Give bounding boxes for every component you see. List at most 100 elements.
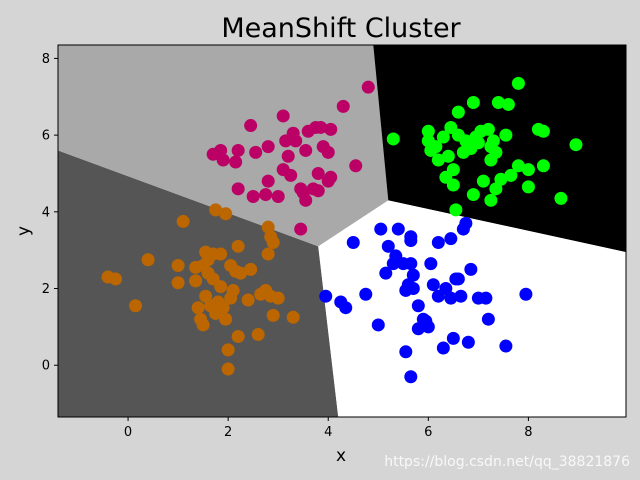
data-point-series-4 <box>391 222 405 236</box>
data-point-series-1 <box>219 207 233 221</box>
data-point-series-3 <box>449 203 463 217</box>
data-point-series-2 <box>314 120 328 134</box>
data-point-series-3 <box>429 140 443 154</box>
data-point-series-4 <box>404 234 418 248</box>
data-point-series-2 <box>216 153 230 167</box>
data-point-series-1 <box>141 253 155 267</box>
data-point-series-4 <box>461 335 475 349</box>
data-point-series-4 <box>381 239 395 253</box>
data-point-series-4 <box>481 312 495 326</box>
data-point-series-3 <box>504 168 518 182</box>
data-point-series-2 <box>261 140 275 154</box>
data-point-series-1 <box>109 272 123 286</box>
y-axis: 0 2 4 6 8 <box>42 52 58 374</box>
data-point-series-2 <box>299 143 313 157</box>
data-point-series-4 <box>424 257 438 271</box>
data-point-series-4 <box>379 266 393 280</box>
data-point-series-3 <box>491 96 505 110</box>
watermark: https://blog.csdn.net/qq_38821876 <box>384 454 630 470</box>
data-point-series-3 <box>446 163 460 177</box>
data-point-series-3 <box>499 128 513 142</box>
data-point-series-2 <box>231 182 245 196</box>
data-point-series-1 <box>171 259 185 273</box>
data-point-series-4 <box>426 278 440 292</box>
data-point-series-3 <box>436 130 450 144</box>
data-point-series-1 <box>191 301 205 315</box>
data-point-series-4 <box>339 301 353 315</box>
data-point-series-4 <box>431 236 445 250</box>
data-point-series-1 <box>189 274 203 288</box>
x-axis-label: x <box>336 446 346 466</box>
data-point-series-1 <box>199 289 213 303</box>
data-point-series-3 <box>501 97 515 111</box>
data-point-series-4 <box>444 291 458 305</box>
y-tick-label: 8 <box>42 52 50 67</box>
data-point-series-2 <box>311 184 325 198</box>
plot-frame <box>57 44 627 418</box>
data-point-series-2 <box>324 122 338 136</box>
data-point-series-1 <box>171 276 185 290</box>
data-point-series-3 <box>511 159 525 173</box>
data-point-series-4 <box>404 370 418 384</box>
data-point-series-3 <box>441 149 455 163</box>
data-point-series-4 <box>404 257 418 271</box>
data-point-series-2 <box>229 155 243 169</box>
y-tick-label: 6 <box>42 129 50 144</box>
data-point-series-4 <box>359 287 373 301</box>
x-tick-label: 6 <box>424 425 432 440</box>
data-point-series-3 <box>521 163 535 177</box>
data-point-series-1 <box>266 236 280 250</box>
data-point-series-3 <box>481 122 495 136</box>
data-point-series-3 <box>494 172 508 186</box>
data-point-series-4 <box>459 216 473 230</box>
data-point-series-2 <box>261 174 275 188</box>
data-point-series-4 <box>439 282 453 296</box>
data-point-series-4 <box>464 262 478 276</box>
data-point-series-3 <box>554 191 568 205</box>
data-point-series-2 <box>299 193 313 207</box>
y-tick-label: 4 <box>42 205 50 220</box>
data-points <box>101 76 583 384</box>
data-point-series-3 <box>386 132 400 146</box>
data-point-series-1 <box>244 262 258 276</box>
data-point-series-4 <box>406 268 420 282</box>
data-point-series-1 <box>214 247 228 261</box>
y-axis-label: y <box>14 226 34 236</box>
x-tick-label: 4 <box>324 425 332 440</box>
data-point-series-4 <box>399 345 413 359</box>
x-tick-label: 8 <box>524 425 532 440</box>
data-point-series-2 <box>246 189 260 203</box>
data-point-series-3 <box>476 174 490 188</box>
data-point-series-1 <box>271 291 285 305</box>
data-point-series-2 <box>321 145 335 159</box>
data-point-series-4 <box>374 222 388 236</box>
data-point-series-2 <box>244 119 258 133</box>
data-point-series-3 <box>446 178 460 192</box>
data-point-series-4 <box>411 299 425 313</box>
data-point-series-3 <box>486 134 500 148</box>
x-axis: 0 2 4 6 8 <box>124 417 533 440</box>
data-point-series-1 <box>266 308 280 322</box>
data-point-series-1 <box>286 310 300 324</box>
data-point-series-4 <box>436 341 450 355</box>
data-point-series-4 <box>519 287 533 301</box>
data-point-series-1 <box>221 343 235 357</box>
data-point-series-2 <box>294 222 308 236</box>
data-point-series-3 <box>431 153 445 167</box>
data-point-series-3 <box>536 159 550 173</box>
data-point-series-4 <box>479 291 493 305</box>
data-point-series-2 <box>289 134 303 148</box>
data-point-series-2 <box>336 99 350 113</box>
data-point-series-3 <box>484 193 498 207</box>
x-tick-label: 0 <box>124 425 132 440</box>
data-point-series-4 <box>406 282 420 296</box>
data-point-series-3 <box>489 182 503 196</box>
data-point-series-1 <box>216 301 230 315</box>
data-point-series-1 <box>129 299 143 313</box>
data-point-series-2 <box>281 149 295 163</box>
data-point-series-4 <box>499 339 513 353</box>
chart-title: MeanShift Cluster <box>221 13 461 44</box>
data-point-series-2 <box>259 188 273 202</box>
x-tick-label: 2 <box>224 425 232 440</box>
